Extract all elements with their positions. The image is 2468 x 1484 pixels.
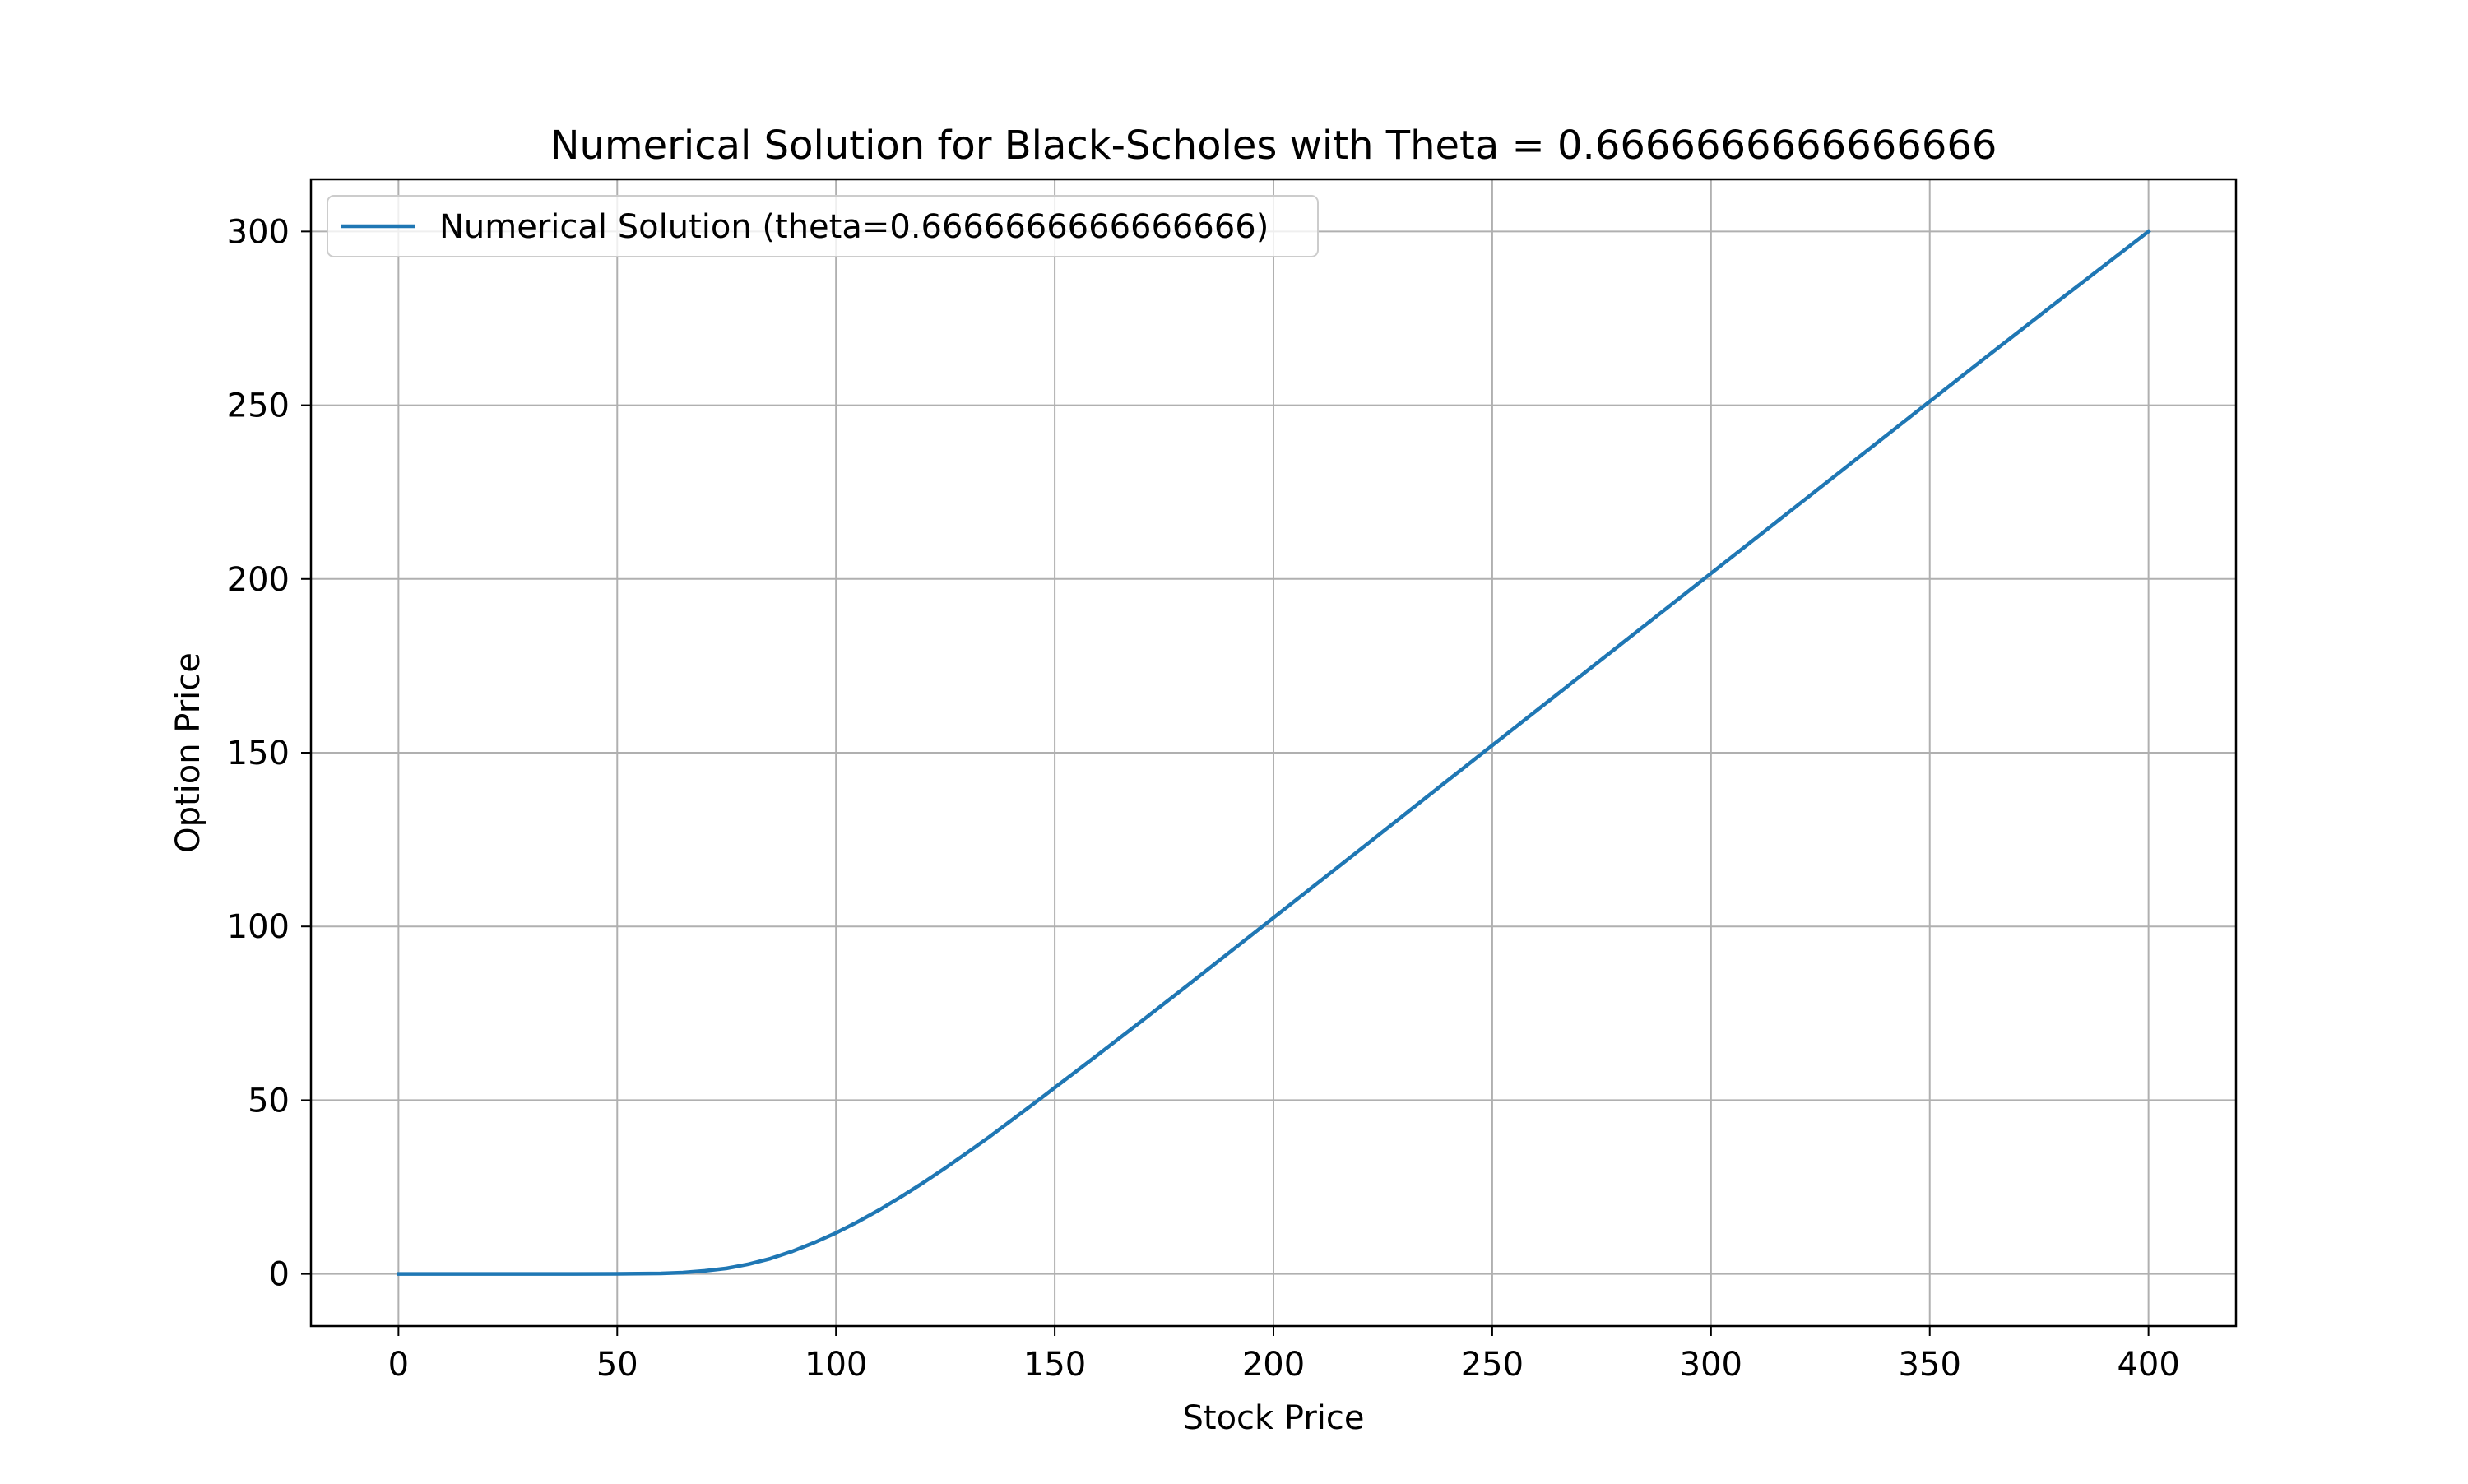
y-tick-label: 150 bbox=[227, 735, 290, 772]
chart-title: Numerical Solution for Black-Scholes wit… bbox=[550, 123, 1997, 169]
grid-lines bbox=[311, 179, 2236, 1326]
y-axis-ticks: 0 50 100 150 200 250 300 bbox=[227, 213, 311, 1294]
x-tick-label: 0 bbox=[388, 1346, 409, 1384]
series-line-0 bbox=[397, 229, 2151, 1276]
legend-box bbox=[327, 195, 1319, 257]
x-tick-label: 400 bbox=[2117, 1346, 2179, 1384]
y-tick-label: 200 bbox=[227, 561, 290, 599]
y-tick-label: 50 bbox=[248, 1082, 290, 1120]
y-tick-label: 250 bbox=[227, 387, 290, 425]
legend: Numerical Solution (theta=0.666666666666… bbox=[327, 195, 1319, 257]
y-tick-label: 100 bbox=[227, 908, 290, 946]
x-tick-label: 150 bbox=[1023, 1346, 1086, 1384]
x-tick-label: 200 bbox=[1242, 1346, 1305, 1384]
x-tick-label: 350 bbox=[1899, 1346, 1961, 1384]
x-tick-label: 100 bbox=[805, 1346, 867, 1384]
x-tick-label: 300 bbox=[1680, 1346, 1742, 1384]
x-axis-ticks: 0 50 100 150 200 250 300 350 400 bbox=[388, 1326, 2180, 1384]
y-tick-label: 0 bbox=[269, 1256, 290, 1294]
y-axis-label: Option Price bbox=[169, 652, 207, 853]
legend-label: Numerical Solution (theta=0.666666666666… bbox=[439, 208, 1269, 246]
x-tick-label: 250 bbox=[1461, 1346, 1524, 1384]
x-axis-label: Stock Price bbox=[1183, 1399, 1365, 1437]
series-layer bbox=[397, 229, 2151, 1276]
y-tick-label: 300 bbox=[227, 213, 290, 251]
x-tick-label: 50 bbox=[596, 1346, 638, 1384]
